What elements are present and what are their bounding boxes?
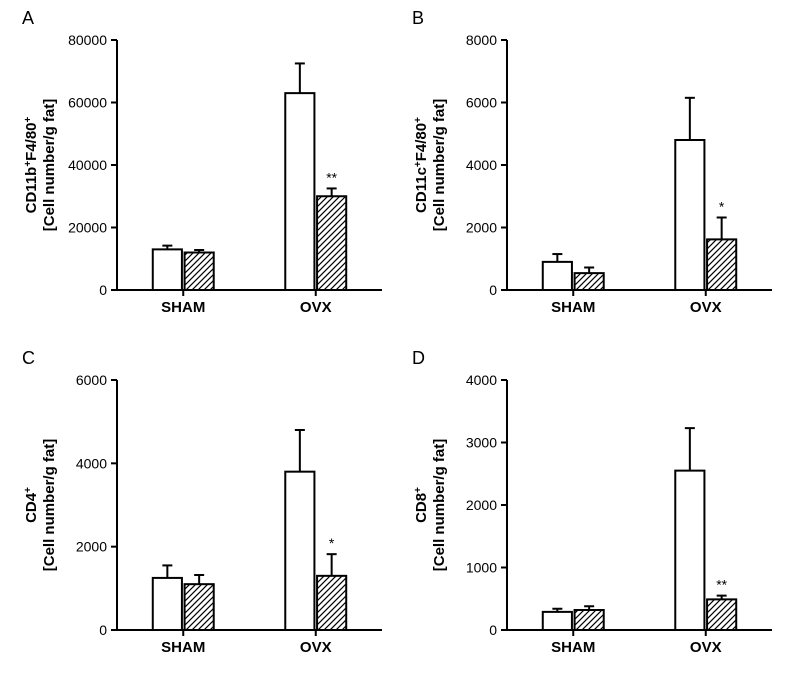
ytick-label: 6000: [76, 372, 107, 388]
significance-marker: **: [716, 577, 727, 593]
ytick-label: 40000: [68, 157, 107, 173]
ytick-label: 1000: [466, 560, 497, 576]
figure-root: A B C D 020000400006000080000SHAMOVX**CD…: [0, 0, 796, 683]
svg-text:[Cell number/g fat]: [Cell number/g fat]: [431, 99, 448, 232]
category-label: OVX: [690, 639, 722, 656]
category-label: OVX: [300, 639, 332, 656]
ytick-label: 0: [99, 622, 107, 638]
ytick-label: 0: [99, 282, 107, 298]
bar-open: [153, 249, 182, 290]
category-label: SHAM: [161, 639, 205, 656]
ytick-label: 4000: [76, 455, 107, 471]
bar-hatch: [575, 273, 604, 290]
category-label: SHAM: [161, 299, 205, 316]
ytick-label: 4000: [466, 372, 497, 388]
svg-text:CD4+: CD4+: [23, 487, 41, 523]
ytick-label: 3000: [466, 435, 497, 451]
panel-b: 0 2000 4000 6000 8000 SHAM OVX * CD11c+F4/80+[Ce…: [412, 10, 782, 330]
category-label: OVX: [690, 299, 722, 316]
ytick-label: 2000: [466, 220, 497, 236]
bar-open: [285, 93, 314, 290]
ytick-label: 6000: [466, 95, 497, 111]
bar-open: [285, 472, 314, 630]
bar-open: [675, 471, 704, 630]
bar-hatch: [707, 239, 736, 290]
panel-c: 0 2000 4000 6000 SHAM OVX * CD4+[Cell number/g …: [22, 350, 392, 670]
ytick-label: 20000: [68, 220, 107, 236]
svg-text:[Cell number/g fat]: [Cell number/g fat]: [41, 99, 58, 232]
svg-text:CD11c+F4/80+: CD11c+F4/80+: [413, 117, 431, 213]
svg-text:[Cell number/g fat]: [Cell number/g fat]: [41, 439, 58, 572]
bar-open: [543, 262, 572, 290]
bar-open: [543, 612, 572, 630]
significance-marker: *: [719, 199, 725, 215]
y-axis-label: CD11c+F4/80+[Cell number/g fat]: [413, 99, 449, 232]
ytick-label: 2000: [76, 539, 107, 555]
bar-hatch: [185, 584, 214, 630]
category-label: SHAM: [551, 299, 595, 316]
bar-open: [153, 578, 182, 630]
category-label: OVX: [300, 299, 332, 316]
significance-marker: *: [329, 535, 335, 551]
ytick-label: 60000: [68, 95, 107, 111]
svg-text:CD11b+F4/80+: CD11b+F4/80+: [23, 116, 41, 213]
ytick-label: 2000: [466, 497, 497, 513]
ytick-label: 8000: [466, 32, 497, 48]
bar-hatch: [317, 196, 346, 290]
bar-hatch: [575, 610, 604, 630]
panel-a: 0 20000 40000 60000 80000 SHAM OVX ** CD11b+F4/8…: [22, 10, 392, 330]
bar-hatch: [707, 599, 736, 630]
bar-open: [675, 140, 704, 290]
ytick-label: 80000: [68, 32, 107, 48]
ytick-label: 0: [489, 622, 497, 638]
bar-hatch: [185, 253, 214, 291]
ytick-label: 0: [489, 282, 497, 298]
svg-text:[Cell number/g fat]: [Cell number/g fat]: [431, 439, 448, 572]
y-axis-label: CD4+[Cell number/g fat]: [23, 439, 59, 572]
bar-hatch: [317, 576, 346, 630]
ytick-label: 4000: [466, 157, 497, 173]
y-axis-label: CD11b+F4/80+[Cell number/g fat]: [23, 99, 59, 232]
y-axis-label: CD8+[Cell number/g fat]: [413, 439, 449, 572]
significance-marker: **: [326, 169, 337, 185]
category-label: SHAM: [551, 639, 595, 656]
svg-text:CD8+: CD8+: [413, 487, 431, 523]
panel-d: 0 1000 2000 3000 4000 SHAM OVX ** CD8+[Cell numb…: [412, 350, 782, 670]
